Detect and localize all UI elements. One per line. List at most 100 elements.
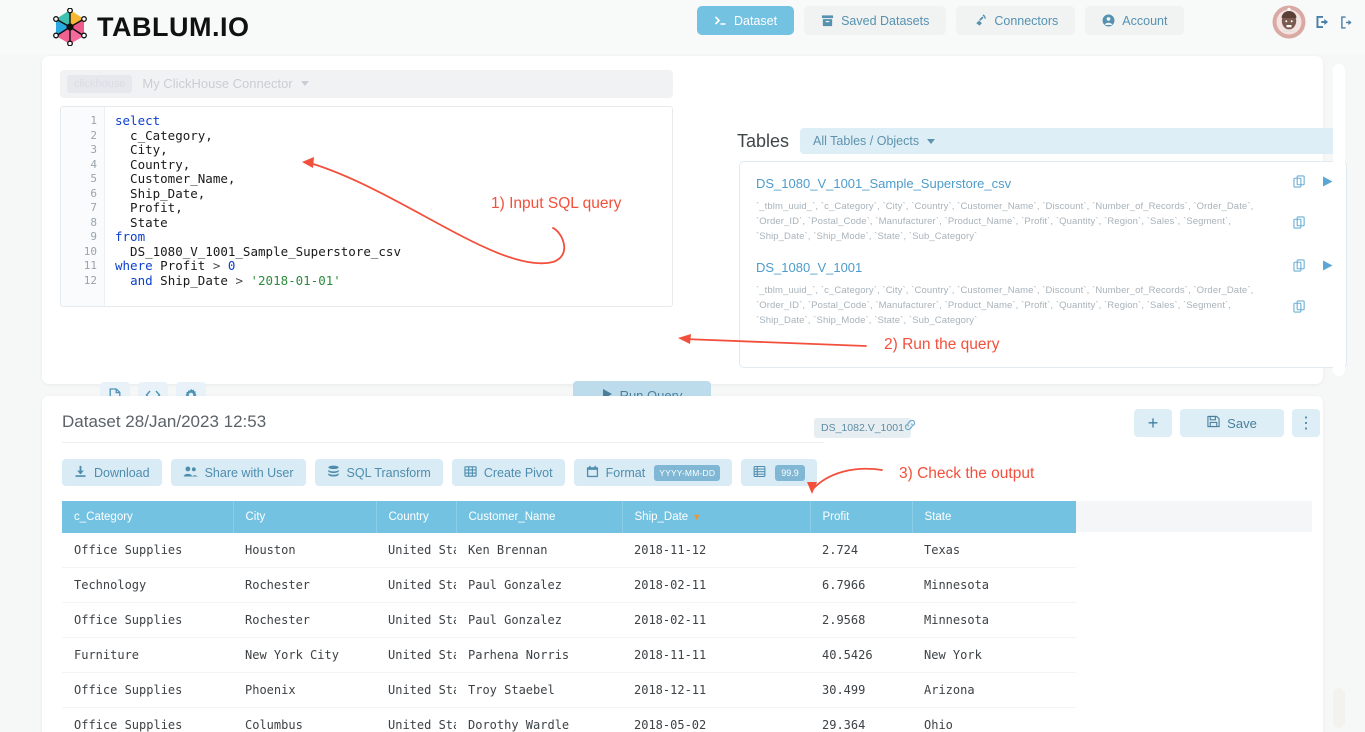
column-header[interactable]: c_Category xyxy=(62,501,234,533)
table-cell: Paul Gonzalez xyxy=(456,602,622,638)
download-button[interactable]: Download xyxy=(62,459,162,486)
table-cell: New York xyxy=(912,637,1076,673)
line-number: 7 xyxy=(90,201,97,214)
nav-item-account[interactable]: Account xyxy=(1085,6,1185,35)
tables-title: Tables xyxy=(737,130,790,151)
table-cell: Parhena Norris xyxy=(456,637,622,673)
table-cell: Office Supplies xyxy=(62,707,233,732)
logout-alt-icon[interactable] xyxy=(1340,15,1355,30)
add-button[interactable]: + xyxy=(1134,409,1172,437)
table-item: DS_1080_V_1001_Sample_Superstore_csv `_t… xyxy=(740,162,1346,250)
create-pivot-label: Create Pivot xyxy=(483,465,553,480)
nav-label: Saved Datasets xyxy=(841,13,930,28)
table-cell: 2018-02-11 xyxy=(622,567,810,603)
dataset-toolbar: Download Share with User xyxy=(62,459,817,486)
table-cell: Paul Gonzalez xyxy=(456,567,622,603)
line-number: 2 xyxy=(90,128,97,142)
dataset-title: Dataset 28/Jan/2023 12:53 xyxy=(62,412,267,431)
avatar[interactable] xyxy=(1272,5,1306,39)
nav-item-dataset[interactable]: Dataset xyxy=(697,6,795,35)
table-cell: Arizona xyxy=(912,672,1076,708)
terminal-icon xyxy=(714,15,727,26)
table-cell: Rochester xyxy=(233,602,376,638)
table-cell: Houston xyxy=(233,533,376,568)
column-header[interactable]: State xyxy=(912,501,1076,533)
tables-filter-dropdown[interactable]: All Tables / Objects xyxy=(800,128,1345,154)
play-icon[interactable] xyxy=(1321,259,1334,277)
table-cell: 6.7966 xyxy=(810,567,912,603)
table-cell: Troy Staebel xyxy=(456,672,622,708)
table-cell: Office Supplies xyxy=(62,672,233,708)
sql-line: c_Category, xyxy=(115,127,213,143)
copy-columns-icon[interactable] xyxy=(1293,216,1306,234)
column-header[interactable]: Ship_Date ▼ xyxy=(622,501,811,533)
database-icon xyxy=(327,465,340,481)
line-number: 5 xyxy=(90,172,97,185)
line-number: 12 xyxy=(83,273,97,287)
link-icon[interactable] xyxy=(903,418,917,437)
line-number: 4 xyxy=(90,157,97,171)
sql-transform-button[interactable]: SQL Transform xyxy=(314,459,443,486)
nav-label: Dataset xyxy=(734,13,778,28)
table-name[interactable]: DS_1080_V_1001 xyxy=(756,260,863,275)
brand: TABLUM.IO xyxy=(52,8,249,46)
table-cell: 40.5426 xyxy=(810,637,912,673)
sql-line: Profit, xyxy=(115,200,183,215)
save-label: Save xyxy=(1227,415,1257,431)
nav-label: Connectors xyxy=(994,13,1059,28)
table-cell: Dorothy Wardle xyxy=(456,707,622,732)
user-circle-icon xyxy=(1102,14,1115,27)
format-label: Format xyxy=(605,465,646,480)
play-icon[interactable] xyxy=(1321,175,1334,193)
connector-selector[interactable]: clickhouse My ClickHouse Connector xyxy=(60,70,673,98)
column-header[interactable]: Customer_Name xyxy=(456,501,623,533)
copy-icon[interactable] xyxy=(1293,175,1306,193)
table-cell: Columbus xyxy=(233,707,376,732)
plug-icon xyxy=(973,14,987,27)
table-cell: 2018-02-11 xyxy=(622,602,810,638)
copy-columns-icon[interactable] xyxy=(1293,300,1306,318)
sql-line: from xyxy=(115,229,146,244)
nav-item-connectors[interactable]: Connectors xyxy=(956,6,1076,35)
format-button[interactable]: Format YYYY-MM-DD xyxy=(573,459,733,486)
vertical-scrollbar[interactable] xyxy=(1333,64,1345,376)
main-nav: Dataset Saved Datasets xyxy=(697,6,1185,35)
sql-line: Customer_Name, xyxy=(115,171,236,186)
more-options-button[interactable]: ⋮ xyxy=(1292,409,1320,437)
chevron-down-icon xyxy=(926,139,935,145)
table-cell: Phoenix xyxy=(233,672,376,708)
table-cell: Minnesota xyxy=(912,567,1076,603)
archive-icon xyxy=(821,14,834,27)
create-pivot-button[interactable]: Create Pivot xyxy=(451,459,565,486)
line-number: 6 xyxy=(90,186,97,200)
bottom-scrollbar[interactable] xyxy=(1333,688,1345,728)
tablum-logo-icon xyxy=(52,8,88,46)
sql-line: State xyxy=(115,214,168,230)
table-cell: Texas xyxy=(912,533,1076,568)
result-table: c_Category City Country Customer_Name Ship_D… xyxy=(62,501,1076,732)
sql-line: select xyxy=(115,113,161,128)
table-cell: United States xyxy=(376,707,456,732)
nav-label: Account xyxy=(1122,13,1168,28)
save-disk-icon xyxy=(1207,415,1220,431)
line-number: 8 xyxy=(90,215,97,229)
nav-item-saved-datasets[interactable]: Saved Datasets xyxy=(804,6,947,35)
copy-icon[interactable] xyxy=(1293,259,1306,277)
table-name[interactable]: DS_1080_V_1001_Sample_Superstore_csv xyxy=(756,176,1012,191)
column-header[interactable]: City xyxy=(233,501,377,533)
number-format-button[interactable]: 99.9 xyxy=(741,459,817,486)
share-with-user-button[interactable]: Share with User xyxy=(170,459,306,486)
logout-icon[interactable] xyxy=(1315,14,1331,30)
table-cell: 29.364 xyxy=(810,707,912,732)
table-cell: 2018-12-11 xyxy=(622,672,810,708)
table-item: DS_1080_V_1001 `_tblm_uuid_`, `c_Categor… xyxy=(740,250,1346,334)
save-button[interactable]: Save xyxy=(1180,409,1284,437)
column-header[interactable]: Profit xyxy=(810,501,913,533)
column-header[interactable]: Country xyxy=(376,501,457,533)
